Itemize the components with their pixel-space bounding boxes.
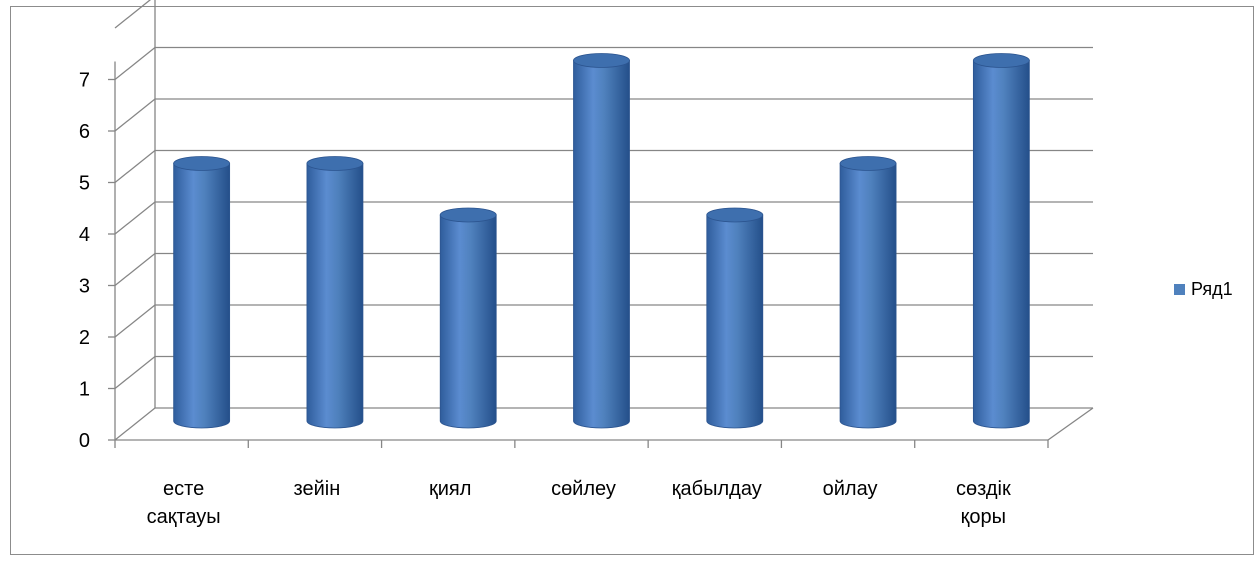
y-tick-label-1: 1 xyxy=(79,379,90,401)
x-tick-label-2: қиял xyxy=(429,478,471,500)
gridline-side-0 xyxy=(114,407,156,441)
axes xyxy=(108,61,1094,448)
x-tick-label-0: есте сақтауы xyxy=(147,478,221,528)
gridline-side-7 xyxy=(114,46,156,81)
x-tick-label-4: қабылдау xyxy=(672,478,762,500)
bar-4 xyxy=(706,207,764,429)
gridline-side-5 xyxy=(114,149,156,184)
bar-0 xyxy=(173,156,231,429)
y-tick-label-4: 4 xyxy=(79,224,90,246)
bar-2 xyxy=(439,207,497,429)
x-tick-label-6: сөздік қоры xyxy=(956,478,1011,528)
gridline-side-3 xyxy=(114,252,156,287)
gridline-side-6 xyxy=(114,98,156,132)
x-tick-label-5: ойлау xyxy=(823,478,878,500)
y-tick-labels: 0 1 2 3 4 5 6 7 xyxy=(79,70,90,453)
legend-label: Ряд1 xyxy=(1191,279,1233,299)
gridline-side-2 xyxy=(114,304,156,338)
floor-edge-right xyxy=(1047,407,1094,441)
y-tick-label-6: 6 xyxy=(79,121,90,143)
gridline-side-1 xyxy=(114,355,156,390)
bars xyxy=(173,53,1030,429)
y-tick-label-7: 7 xyxy=(79,70,90,92)
legend: Ряд1 xyxy=(1174,279,1233,300)
chart-frame xyxy=(10,6,1254,555)
y-tick-label-2: 2 xyxy=(79,327,90,349)
gridline-side-8 xyxy=(114,0,152,29)
x-tick-labels: есте сақтауы зейін қиял сөйлеу қабылдау ойлау с… xyxy=(147,478,1011,528)
x-tick-label-3: сөйлеу xyxy=(551,478,616,500)
legend-swatch xyxy=(1174,284,1185,295)
bar-5 xyxy=(839,156,897,429)
y-tick-label-3: 3 xyxy=(79,276,90,298)
bar-6 xyxy=(972,53,1030,429)
y-tick-label-5: 5 xyxy=(79,173,90,195)
x-tick-label-1: зейін xyxy=(294,478,341,500)
y-tick-label-0: 0 xyxy=(79,430,90,452)
bar-1 xyxy=(306,156,364,429)
bar-3 xyxy=(573,53,630,429)
gridline-side-4 xyxy=(114,201,156,235)
